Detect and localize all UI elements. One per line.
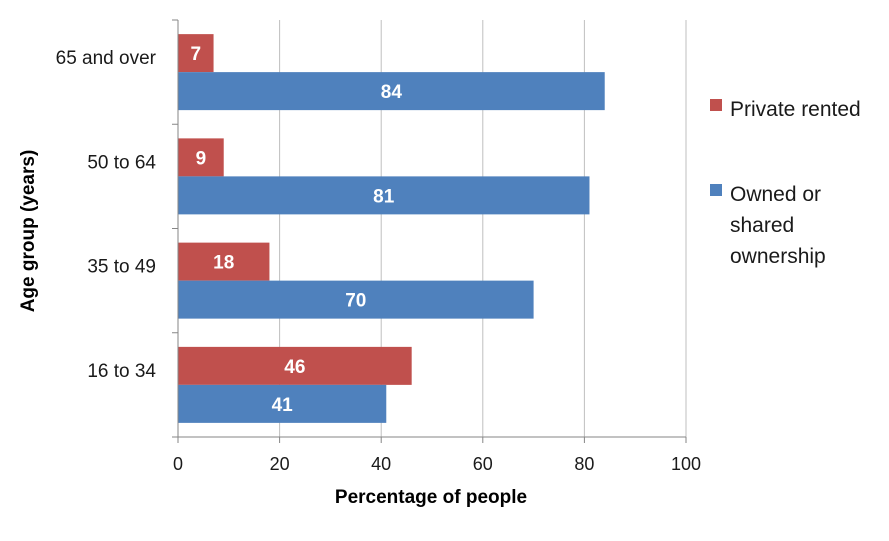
data-label: 18 bbox=[213, 253, 234, 274]
category-label: 65 and over bbox=[56, 48, 157, 69]
x-tick-label: 20 bbox=[270, 454, 290, 474]
legend-label: shared bbox=[730, 214, 794, 237]
category-label: 50 to 64 bbox=[87, 152, 156, 173]
legend-label: ownership bbox=[730, 245, 826, 268]
data-label: 41 bbox=[272, 395, 294, 416]
legend-label: Owned or bbox=[730, 183, 821, 206]
category-label: 16 to 34 bbox=[87, 361, 156, 382]
x-tick-label: 60 bbox=[473, 454, 493, 474]
chart-container: 0 20 40 60 80 100 7 84 65 and over 9 81 50 to 64 18 7… bbox=[0, 0, 889, 536]
x-tick-label: 40 bbox=[371, 454, 391, 474]
y-axis-title: Age group (years) bbox=[18, 150, 39, 313]
x-tick-label: 100 bbox=[671, 454, 701, 474]
bar-chart: 0 20 40 60 80 100 7 84 65 and over 9 81 50 to 64 18 7… bbox=[0, 0, 889, 536]
category-label: 35 to 49 bbox=[87, 257, 156, 278]
data-label: 7 bbox=[190, 44, 201, 65]
data-label: 81 bbox=[373, 186, 395, 207]
legend-label: Private rented bbox=[730, 98, 861, 121]
data-label: 46 bbox=[284, 357, 305, 378]
x-tick-label: 0 bbox=[173, 454, 183, 474]
data-label: 70 bbox=[345, 291, 366, 312]
legend-swatch bbox=[710, 184, 722, 196]
legend: Private rented Owned or shared ownership bbox=[710, 98, 861, 268]
x-tick-label: 80 bbox=[574, 454, 594, 474]
data-label: 9 bbox=[196, 148, 207, 169]
data-label: 84 bbox=[381, 82, 403, 103]
legend-swatch bbox=[710, 99, 722, 111]
x-axis-title: Percentage of people bbox=[335, 487, 527, 508]
